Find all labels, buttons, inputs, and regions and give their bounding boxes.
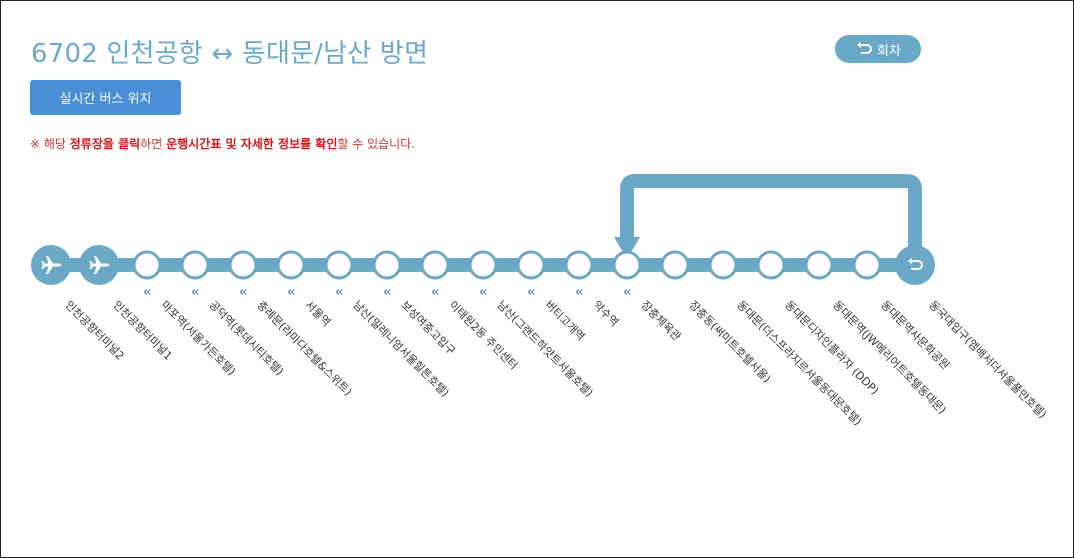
direction-chevron-icon: «: [335, 285, 344, 300]
stop-circle[interactable]: [276, 250, 306, 280]
stop-circle[interactable]: [468, 250, 498, 280]
stop-circle[interactable]: [132, 250, 162, 280]
direction-chevron-icon: «: [479, 285, 488, 300]
stop-circle[interactable]: [180, 250, 210, 280]
stop-circle[interactable]: [895, 245, 935, 285]
stop-circle[interactable]: [756, 250, 786, 280]
notice-part: 운행시간표 및 자세한 정보를 확인: [166, 137, 338, 151]
airplane-icon: [89, 256, 109, 274]
stop-circle[interactable]: [324, 250, 354, 280]
direction-chevron-icon: «: [431, 285, 440, 300]
stop-circle[interactable]: [516, 250, 546, 280]
airplane-icon: [41, 256, 61, 274]
direction-chevron-icon: «: [527, 285, 536, 300]
stop-circle[interactable]: [420, 250, 450, 280]
stop-circle[interactable]: [852, 250, 882, 280]
stop-circle[interactable]: [660, 250, 690, 280]
stop-circle[interactable]: [708, 250, 738, 280]
direction-chevron-icon: «: [239, 285, 248, 300]
stop-circle[interactable]: [612, 250, 642, 280]
return-icon: [857, 42, 873, 54]
stop-circle[interactable]: [564, 250, 594, 280]
return-loop-line: [620, 174, 922, 265]
turn-button-label: 회차: [877, 43, 901, 59]
notice-part: 정류장을 클릭: [69, 137, 141, 151]
direction-chevron-icon: «: [191, 285, 200, 300]
stop-circle[interactable]: [804, 250, 834, 280]
notice-text: ※ 해당 정류장을 클릭하면 운행시간표 및 자세한 정보를 확인할 수 있습니…: [30, 135, 415, 152]
notice-part: 하면: [140, 137, 167, 151]
direction-chevron-icon: «: [143, 285, 152, 300]
direction-chevron-icon: «: [383, 285, 392, 300]
turn-button[interactable]: 회차: [835, 35, 921, 63]
notice-part: ※ 해당: [30, 137, 70, 151]
loop-arrow-icon: [614, 237, 640, 259]
stop-circle[interactable]: [372, 250, 402, 280]
notice-part: 할 수 있습니다.: [337, 137, 416, 151]
page-title: 6702 인천공항 ↔ 동대문/남산 방면: [31, 39, 429, 69]
direction-chevron-icon: «: [287, 285, 296, 300]
stop-circle[interactable]: [228, 250, 258, 280]
direction-chevron-icon: «: [575, 285, 584, 300]
direction-chevron-icon: «: [623, 285, 632, 300]
return-icon: [908, 258, 923, 270]
live-bus-location-button[interactable]: 실시간 버스 위치: [30, 80, 181, 115]
